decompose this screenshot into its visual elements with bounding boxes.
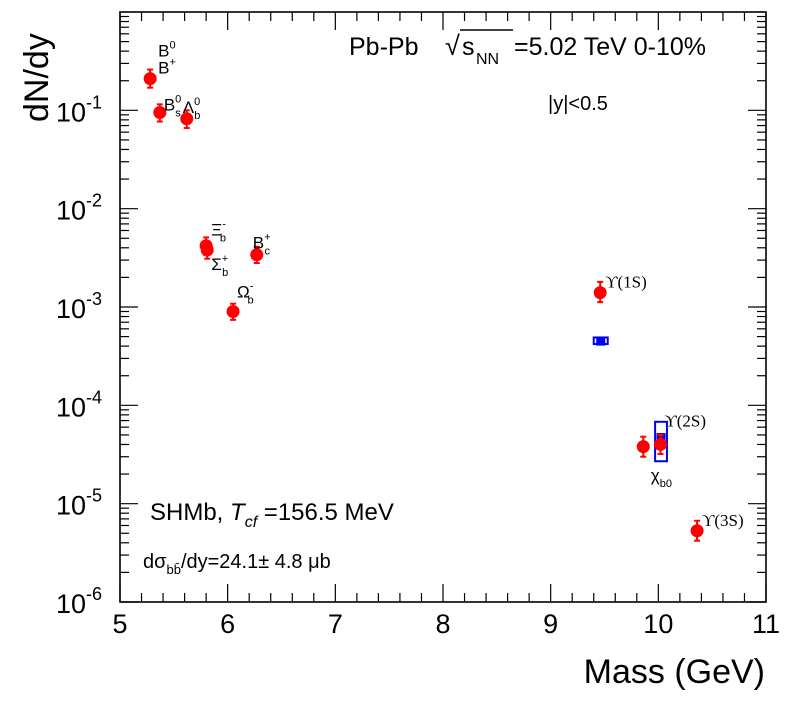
point-label: Ξ-b [211, 219, 226, 245]
x-tick-label: 10 [643, 609, 673, 639]
data-points [143, 68, 704, 542]
x-tick-label: 11 [752, 609, 780, 639]
blue-boxes: χb0 [592, 336, 672, 490]
point-label: Λ0 b [183, 96, 201, 122]
svg-text:s: s [462, 33, 475, 61]
point-label: ϒ(2S) [664, 411, 706, 430]
data-point [226, 304, 240, 318]
data-point [200, 243, 214, 257]
point-labels: B0B+ B0 s Λ0 b Ξ-b Σ+ b B+ c Ω-b ϒ(1S) ϒ(2S) ϒ(3S) [158, 40, 744, 530]
data-point [143, 72, 157, 86]
blue-marker [596, 336, 606, 346]
data-point [690, 524, 704, 538]
point-label: ϒ(3S) [702, 511, 744, 530]
data-point [250, 248, 264, 262]
y-axis-title: dN/dy [18, 33, 56, 122]
point-label: ϒ(1S) [605, 273, 647, 292]
point-label: B0 s [164, 94, 181, 120]
cross-section-label: dσbb̄/dy=24.1± 4.8 μb [143, 551, 331, 577]
svg-text:=5.02 TeV 0-10%: =5.02 TeV 0-10% [514, 33, 706, 61]
point-label: Σ+ b [211, 253, 228, 279]
data-point [636, 440, 650, 454]
point-label: B0 [158, 40, 175, 61]
data-point [593, 286, 607, 300]
y-tick-label: 10-4 [56, 387, 102, 422]
svg-text:√: √ [445, 31, 460, 61]
x-tick-label: 6 [220, 609, 235, 639]
x-tick-label: 9 [543, 609, 558, 639]
svg-text:SHMb, Tcf =156.5 MeV: SHMb, Tcf =156.5 MeV [150, 499, 394, 531]
data-point [180, 112, 194, 126]
point-label: Ω-b [237, 280, 254, 306]
y-tick-label: 10-6 [56, 584, 102, 619]
x-tick-labels: 5 6 7 8 9 10 11 [112, 609, 780, 639]
svg-text:NN: NN [476, 51, 499, 68]
y-tick-label: 10-3 [56, 289, 102, 324]
svg-text:dσbb̄/dy=24.1± 4.8 μb: dσbb̄/dy=24.1± 4.8 μb [143, 551, 331, 577]
rapidity-label: |y|<0.5 [548, 93, 608, 115]
x-axis-title: Mass (GeV) [584, 653, 765, 691]
y-tick-label: 10-2 [56, 191, 102, 226]
data-point [653, 437, 667, 451]
point-label: B+ [158, 57, 176, 78]
x-tick-label: 7 [328, 609, 343, 639]
svg-text:Pb-Pb: Pb-Pb [349, 33, 418, 61]
x-tick-label: 5 [112, 609, 127, 639]
x-tick-label: 8 [435, 609, 450, 639]
data-point [153, 106, 167, 120]
axis-ticks [119, 12, 767, 603]
box-label: χb0 [651, 466, 672, 490]
model-label: SHMb, Tcf =156.5 MeV [150, 499, 394, 531]
y-tick-labels: 10-6 10-5 10-4 10-3 10-2 10-1 [56, 92, 102, 619]
y-tick-label: 10-5 [56, 486, 102, 521]
collision-system-label: Pb-Pb √ s NN =5.02 TeV 0-10% [349, 29, 706, 68]
y-tick-label: 10-1 [56, 92, 102, 127]
point-label: B+ c [253, 232, 271, 258]
